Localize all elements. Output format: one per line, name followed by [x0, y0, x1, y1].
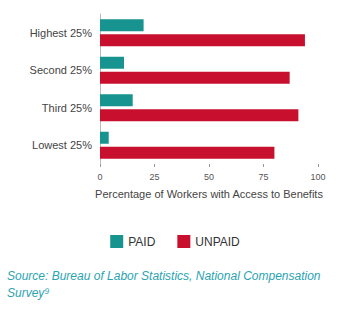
svg-text:100: 100 [310, 172, 325, 182]
svg-text:75: 75 [258, 172, 268, 182]
svg-text:Highest 25%: Highest 25% [30, 27, 93, 39]
svg-text:Survey⁹: Survey⁹ [7, 286, 50, 300]
svg-text:Percentage of Workers with Acc: Percentage of Workers with Access to Ben… [95, 188, 323, 200]
svg-text:0: 0 [97, 172, 102, 182]
svg-text:Third 25%: Third 25% [42, 102, 92, 114]
svg-text:UNPAID: UNPAID [195, 235, 240, 249]
svg-text:Lowest 25%: Lowest 25% [32, 139, 92, 151]
svg-text:25: 25 [149, 172, 159, 182]
svg-text:50: 50 [204, 172, 214, 182]
svg-text:Source: Bureau of Labor Statis: Source: Bureau of Labor Statistics, Nati… [7, 269, 324, 283]
svg-text:Second 25%: Second 25% [30, 64, 93, 76]
svg-text:PAID: PAID [128, 235, 155, 249]
